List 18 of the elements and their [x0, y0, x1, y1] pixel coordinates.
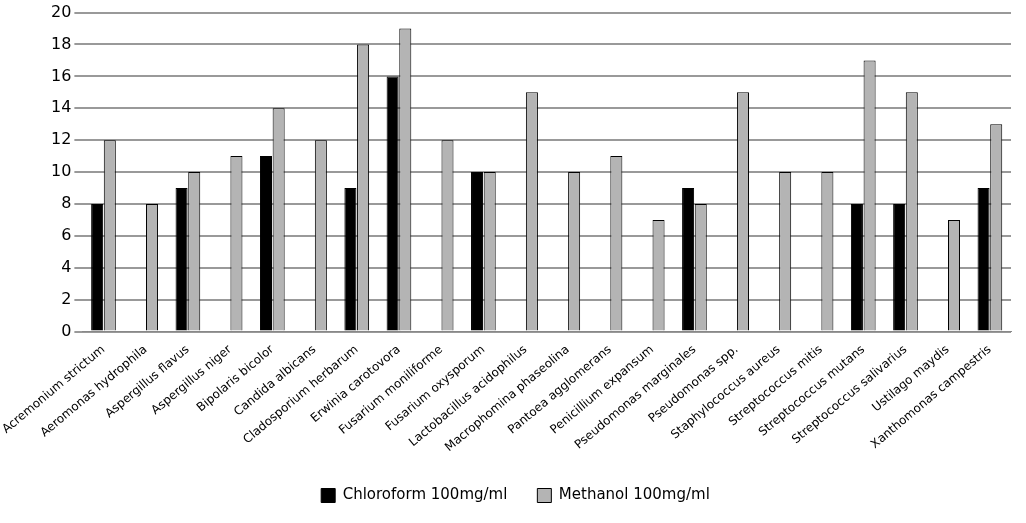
bar [850, 203, 863, 331]
y-tick-label: 14 [51, 97, 72, 117]
y-tick-label: 20 [51, 1, 72, 21]
bar [175, 188, 188, 331]
bar [344, 188, 357, 331]
y-tick-label: 2 [61, 288, 72, 308]
y-tick-label: 6 [61, 224, 72, 244]
bar [386, 76, 399, 331]
y-tick-label: 4 [61, 256, 72, 276]
y-tick-label: 12 [51, 129, 72, 149]
y-tick-label: 8 [61, 193, 72, 213]
y-tick-label: 0 [61, 320, 72, 340]
legend-label: Methanol 100mg/ml [558, 485, 710, 504]
y-tick-label: 16 [51, 65, 72, 85]
bar [977, 188, 990, 331]
y-tick-label: 10 [51, 161, 72, 181]
legend-label: Chloroform 100mg/ml [342, 485, 508, 504]
y-tick-label: 18 [51, 33, 72, 53]
